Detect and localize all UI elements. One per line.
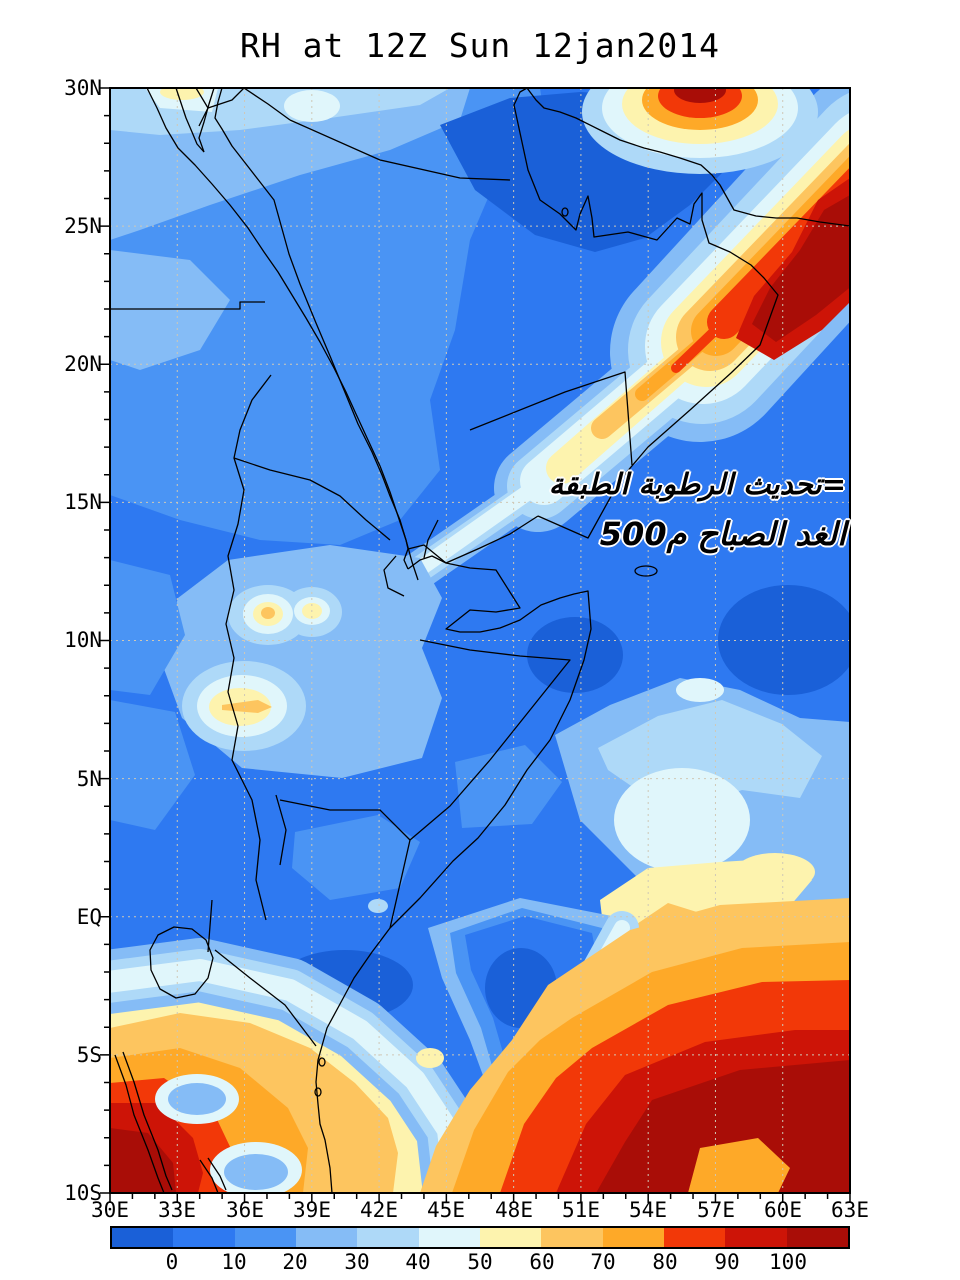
colorbar-swatch bbox=[786, 1228, 848, 1247]
lat-label: 5N bbox=[76, 767, 102, 791]
colorbar-swatch bbox=[357, 1228, 419, 1247]
colorbar-swatch bbox=[602, 1228, 664, 1247]
lat-label: 15N bbox=[64, 490, 102, 514]
lon-label: 45E bbox=[427, 1198, 465, 1222]
axis-ticks bbox=[100, 87, 851, 1203]
coastlines-borders bbox=[110, 88, 850, 1193]
colorbar-swatch bbox=[541, 1228, 603, 1247]
plot-title: RH at 12Z Sun 12jan2014 bbox=[240, 26, 720, 65]
colorbar-label: 90 bbox=[714, 1250, 740, 1274]
lat-label: 20N bbox=[64, 352, 102, 376]
lon-label: 51E bbox=[562, 1198, 600, 1222]
lon-label: 39E bbox=[293, 1198, 331, 1222]
colorbar-label: 0 bbox=[165, 1250, 179, 1274]
annotation-line2: الغد الصباح م500 bbox=[599, 515, 846, 553]
colorbar-swatch bbox=[234, 1228, 296, 1247]
colorbar-label: 20 bbox=[282, 1250, 308, 1274]
annotation-line1: =تحديث الرطوبة الطبقة bbox=[548, 467, 846, 501]
rh-field bbox=[110, 88, 850, 1193]
lat-label: 30N bbox=[64, 76, 102, 100]
graticule-gridlines bbox=[110, 88, 850, 1193]
colorbar-label: 50 bbox=[467, 1250, 493, 1274]
lat-label: EQ bbox=[76, 905, 102, 929]
colorbar-label: 80 bbox=[652, 1250, 678, 1274]
colorbar-label: 70 bbox=[590, 1250, 616, 1274]
lat-label: 10N bbox=[64, 628, 102, 652]
lon-label: 57E bbox=[697, 1198, 735, 1222]
lon-label: 63E bbox=[831, 1198, 869, 1222]
lon-label: 36E bbox=[226, 1198, 264, 1222]
colorbar-label: 100 bbox=[769, 1250, 807, 1274]
lon-label: 48E bbox=[495, 1198, 533, 1222]
colorbar-swatch bbox=[418, 1228, 480, 1247]
colorbar bbox=[110, 1226, 850, 1249]
lon-label: 42E bbox=[360, 1198, 398, 1222]
map-annotation: =تحديث الرطوبة الطبقة الغد الصباح م500 bbox=[549, 461, 846, 557]
colorbar-label: 10 bbox=[221, 1250, 247, 1274]
lat-label: 10S bbox=[64, 1181, 102, 1205]
colorbar-swatch bbox=[295, 1228, 358, 1247]
colorbar-swatch bbox=[725, 1228, 787, 1247]
colorbar-swatch bbox=[479, 1228, 542, 1247]
colorbar-swatch bbox=[173, 1228, 235, 1247]
lon-label: 30E bbox=[91, 1198, 129, 1222]
lon-label: 33E bbox=[158, 1198, 196, 1222]
colorbar-label: 40 bbox=[405, 1250, 431, 1274]
lat-label: 25N bbox=[64, 214, 102, 238]
lat-label: 5S bbox=[76, 1043, 102, 1067]
colorbar-swatch bbox=[112, 1228, 174, 1247]
colorbar-label: 60 bbox=[529, 1250, 555, 1274]
colorbar-label: 30 bbox=[344, 1250, 370, 1274]
colorbar-swatch bbox=[663, 1228, 726, 1247]
lon-label: 60E bbox=[764, 1198, 802, 1222]
lon-label: 54E bbox=[629, 1198, 667, 1222]
colorbar-labels: 0 10 20 30 40 50 60 70 80 90 100 bbox=[110, 1250, 850, 1276]
